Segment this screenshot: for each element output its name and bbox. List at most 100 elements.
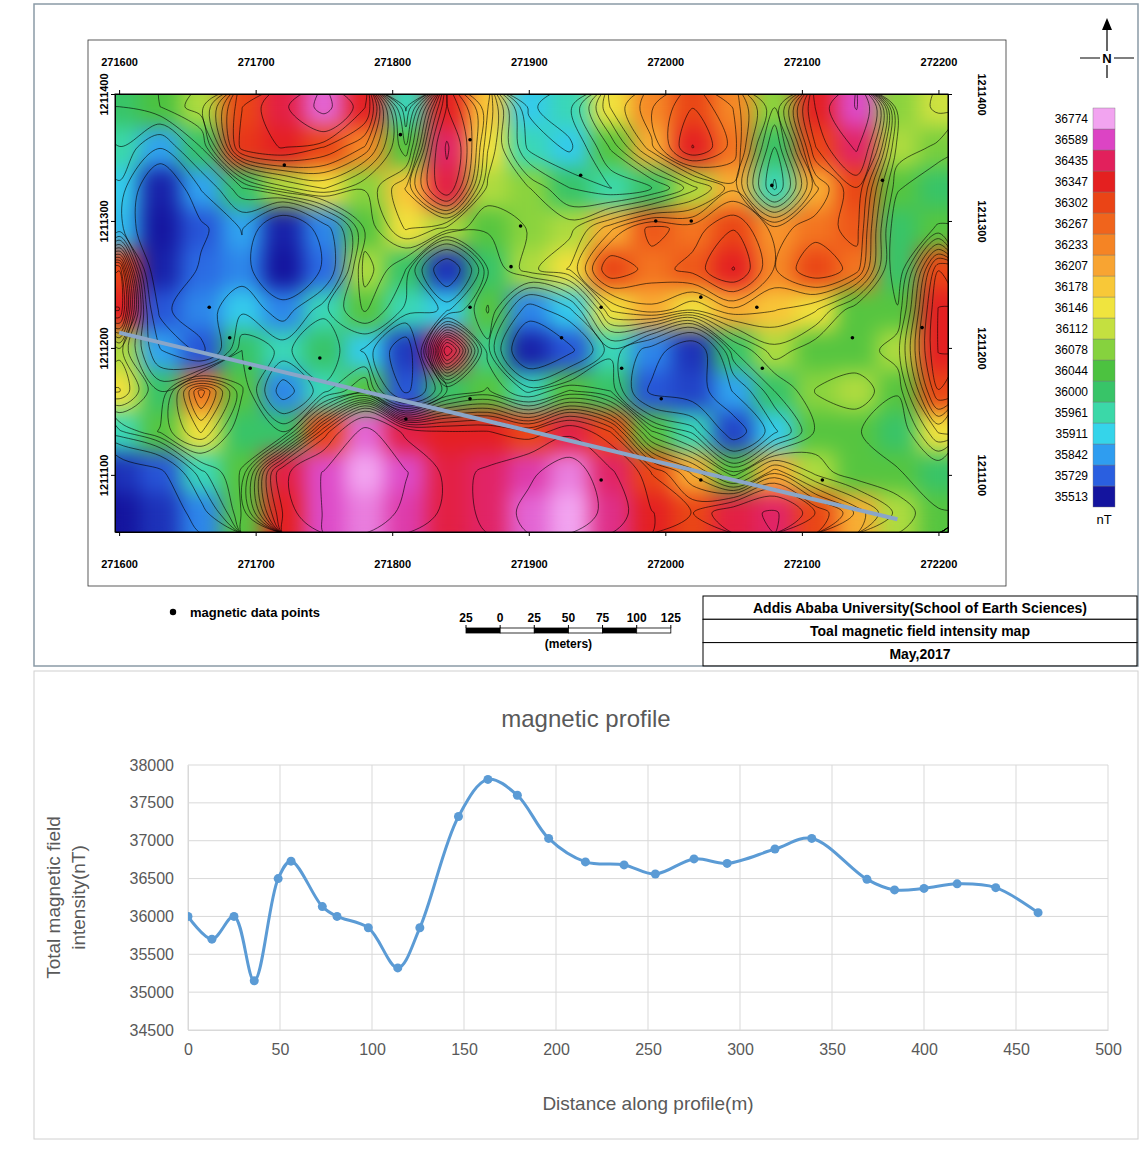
series-marker xyxy=(513,791,522,800)
data-point xyxy=(207,305,211,309)
tick-mark xyxy=(665,90,666,94)
tick: 38000 xyxy=(130,757,189,774)
contour-line xyxy=(314,94,858,532)
cell xyxy=(467,290,509,331)
cell xyxy=(262,493,304,532)
cell xyxy=(426,452,468,493)
color-bar-label: 36302 xyxy=(1055,196,1089,210)
tick-mark xyxy=(802,532,803,536)
contour-line xyxy=(115,94,948,532)
cell xyxy=(836,371,878,412)
scale-bar-tick xyxy=(670,625,671,628)
data-point xyxy=(519,224,523,228)
grid-line-x xyxy=(832,765,833,1030)
cell xyxy=(590,452,632,493)
cell xyxy=(222,249,264,290)
cell xyxy=(303,127,345,168)
series-marker xyxy=(250,976,259,985)
series-marker xyxy=(770,845,779,854)
cell xyxy=(549,411,591,452)
scale-bar-segment xyxy=(637,628,671,633)
cell xyxy=(549,208,591,249)
cells xyxy=(115,94,948,532)
grid-line-x xyxy=(648,765,649,1030)
cell xyxy=(590,208,632,249)
series-marker xyxy=(544,834,553,843)
series-marker xyxy=(287,857,296,866)
cell xyxy=(836,94,878,128)
tick-label: 0 xyxy=(184,1041,193,1058)
tick-label: 250 xyxy=(635,1041,662,1058)
tick: 271800 xyxy=(374,56,411,94)
series-marker xyxy=(620,860,629,869)
chart-panel xyxy=(34,671,1138,1139)
series-marker xyxy=(890,885,899,894)
contour-line xyxy=(115,94,948,532)
color-bar-box xyxy=(1093,297,1115,318)
cell xyxy=(344,452,386,493)
color-bar-box xyxy=(1093,171,1115,192)
data-point xyxy=(699,478,703,482)
series-marker xyxy=(920,884,929,893)
cell xyxy=(631,330,673,371)
tick-label: 400 xyxy=(911,1041,938,1058)
scale-bar-label: 25 xyxy=(459,611,473,625)
cell xyxy=(795,371,837,412)
tick: 1211400 xyxy=(98,73,115,115)
grid-line-x xyxy=(372,765,373,1030)
contour-lines xyxy=(115,94,948,532)
cell xyxy=(631,493,673,532)
cell xyxy=(836,127,878,168)
series-marker xyxy=(690,854,699,863)
tick-label: 35500 xyxy=(130,946,175,963)
series-marker xyxy=(188,912,193,921)
cell xyxy=(140,168,182,209)
cell xyxy=(115,127,140,168)
tick-label: 272200 xyxy=(921,56,958,68)
axis-line xyxy=(116,532,949,533)
cell xyxy=(262,249,304,290)
cell xyxy=(877,411,919,452)
tick: 250 xyxy=(635,1030,662,1058)
series-marker xyxy=(807,834,816,843)
tick: 35000 xyxy=(130,984,189,1001)
series-marker xyxy=(415,923,424,932)
tick: 37500 xyxy=(130,794,189,811)
series-marker xyxy=(393,963,402,972)
cell xyxy=(181,208,223,249)
cell xyxy=(877,371,919,412)
north-label: N xyxy=(1102,51,1111,66)
cell xyxy=(426,493,468,532)
scale-bar-segment xyxy=(534,628,568,633)
tick: 271700 xyxy=(238,56,275,94)
color-bar-box xyxy=(1093,108,1115,129)
tick-label: 272000 xyxy=(647,558,684,570)
data-point xyxy=(228,336,232,340)
cell xyxy=(836,330,878,371)
series-marker xyxy=(333,912,342,921)
cell xyxy=(222,208,264,249)
data-point xyxy=(659,397,663,401)
grid-line-x xyxy=(188,765,189,1030)
cell xyxy=(140,290,182,331)
color-bar-box xyxy=(1093,129,1115,150)
tick-label: 50 xyxy=(272,1041,290,1058)
data-point xyxy=(283,163,287,167)
tick-mark xyxy=(948,348,952,349)
tick-mark xyxy=(111,221,115,222)
north-arrow: N xyxy=(1080,18,1134,78)
cell xyxy=(754,208,796,249)
cell xyxy=(115,94,140,128)
tick-mark xyxy=(256,90,257,94)
cell xyxy=(918,330,948,371)
cell xyxy=(344,330,386,371)
tick: 271800 xyxy=(374,532,411,570)
cell xyxy=(836,452,878,493)
tick: 400 xyxy=(911,1030,938,1058)
series-marker xyxy=(454,812,463,821)
tick: 35500 xyxy=(130,946,189,963)
scale-bar-label: 75 xyxy=(596,611,610,625)
cell xyxy=(344,290,386,331)
scale-bar-tick xyxy=(602,625,603,628)
tick-label: 200 xyxy=(543,1041,570,1058)
